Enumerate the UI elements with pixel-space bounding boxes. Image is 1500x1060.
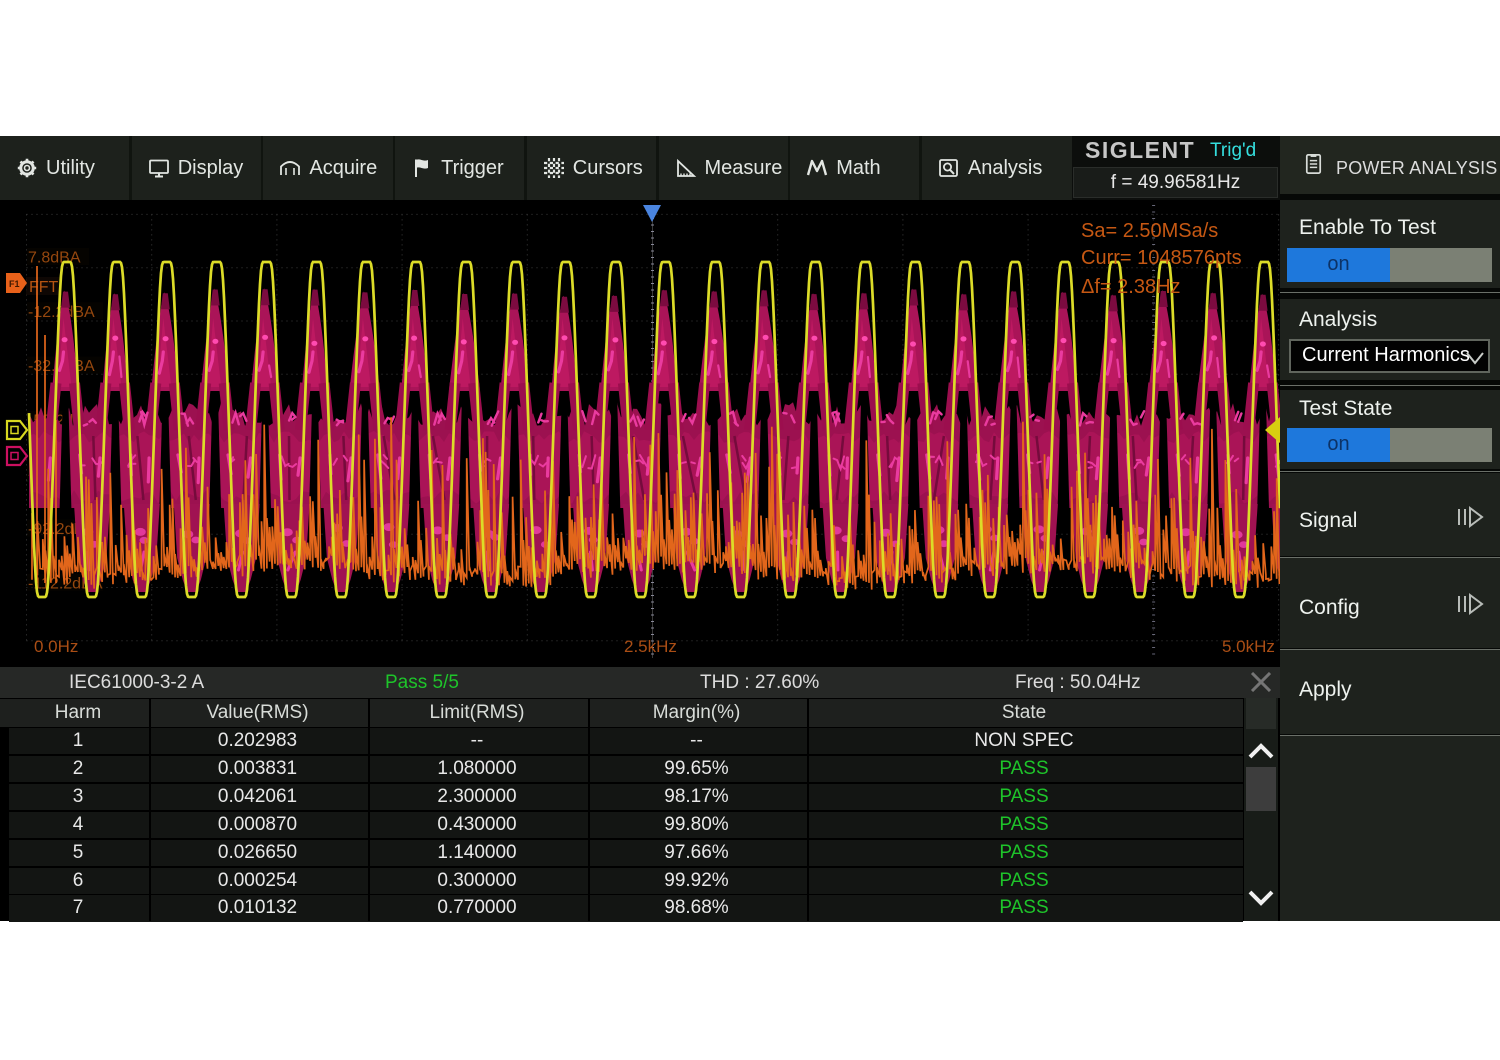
svg-text:5.0kHz: 5.0kHz: [1222, 637, 1275, 656]
svg-text:Sa= 2.50MSa/s: Sa= 2.50MSa/s: [1081, 220, 1218, 242]
svg-text:Curr= 1048576pts: Curr= 1048576pts: [1081, 247, 1242, 269]
svg-text:Δf= 2.38Hz: Δf= 2.38Hz: [1081, 276, 1181, 298]
svg-text:0.0Hz: 0.0Hz: [34, 637, 78, 656]
svg-text:7.8dBA: 7.8dBA: [28, 250, 81, 267]
svg-text:F1: F1: [9, 279, 20, 289]
svg-text:2.5kHz: 2.5kHz: [624, 637, 677, 656]
svg-text:FFT: FFT: [29, 279, 59, 296]
